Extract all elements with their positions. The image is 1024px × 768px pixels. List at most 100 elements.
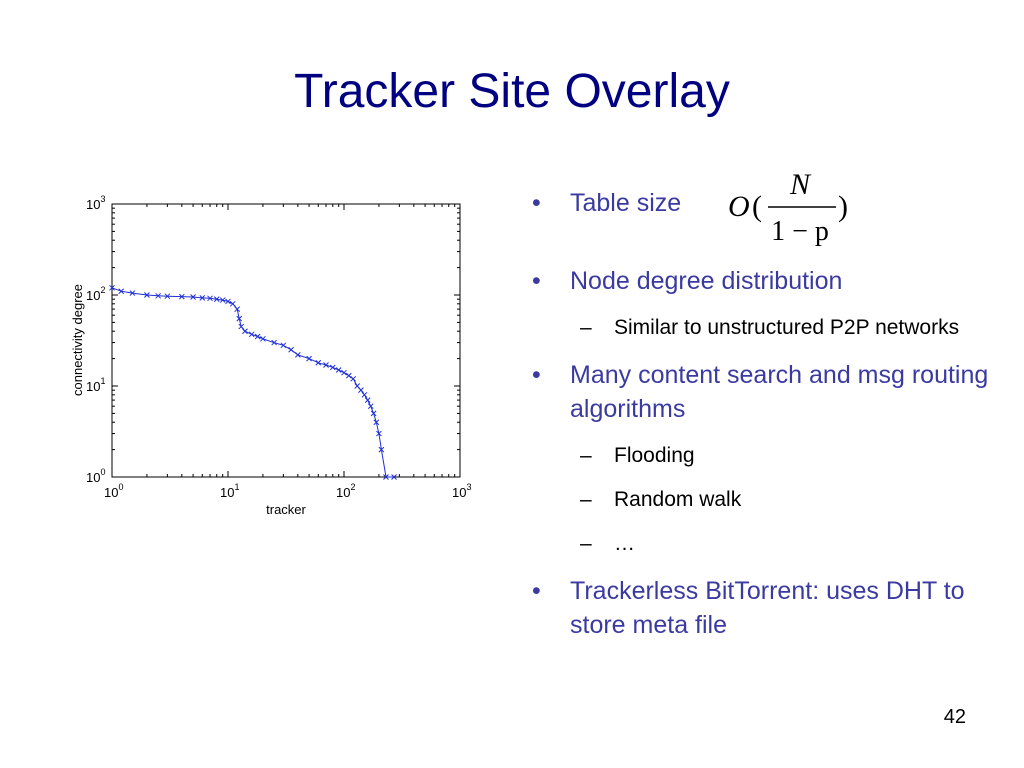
- data-point-stroke: [350, 375, 357, 382]
- data-point: [361, 391, 368, 398]
- data-point-stroke: [288, 346, 294, 353]
- data-point: [260, 335, 266, 342]
- data-point-stroke: [178, 293, 185, 300]
- data-point: [358, 387, 364, 394]
- x-tick-label: 102: [336, 482, 355, 500]
- sub-bullet-dash-icon: –: [580, 316, 592, 339]
- data-point-stroke: [323, 362, 329, 368]
- data-point-stroke: [341, 369, 347, 376]
- data-point-stroke: [345, 372, 352, 379]
- data-point: [254, 333, 261, 340]
- data-point: [335, 367, 342, 373]
- data-point: [155, 292, 162, 299]
- y-axis-label: connectivity degree: [70, 284, 85, 396]
- bullet-dot-icon: •: [532, 361, 541, 389]
- table-size-formula: O ( N 1 − p ): [728, 168, 848, 247]
- data-point-stroke: [199, 295, 206, 301]
- data-point-stroke: [260, 335, 266, 342]
- y-tick-label: 101: [86, 376, 105, 394]
- formula-denominator: 1 − p: [771, 216, 829, 247]
- bullet-trackerless: • Trackerless BitTorrent: uses DHT to sto…: [530, 574, 990, 642]
- data-point: [271, 339, 278, 346]
- data-point-stroke: [383, 474, 389, 480]
- data-point-stroke: [358, 387, 364, 394]
- bullet-table-size: • Table size: [530, 186, 990, 220]
- data-point: [315, 359, 322, 366]
- data-point: [378, 446, 385, 453]
- data-point-stroke: [367, 403, 374, 410]
- data-point-stroke: [238, 323, 245, 330]
- data-point: [225, 298, 231, 305]
- data-point-stroke: [144, 292, 150, 298]
- data-point: [329, 364, 336, 371]
- data-point: [242, 328, 248, 335]
- data-point: [229, 300, 236, 307]
- formula-lparen: (: [752, 190, 762, 223]
- data-point-stroke: [236, 315, 243, 322]
- data-point: [109, 284, 115, 291]
- data-point: [391, 474, 397, 480]
- data-point-stroke: [248, 331, 255, 338]
- data-point-stroke: [225, 298, 231, 305]
- data-point: [306, 355, 312, 362]
- data-point-stroke: [118, 288, 125, 295]
- x-tick-exponent: 1: [234, 482, 239, 492]
- formula-O: O: [728, 190, 750, 223]
- data-point: [373, 419, 380, 426]
- y-tick-label: 103: [86, 194, 105, 212]
- series-line: [111, 287, 394, 478]
- data-point-stroke: [364, 397, 371, 403]
- formula-numerator: N: [789, 168, 812, 201]
- data-point-stroke: [391, 474, 397, 480]
- data-point-stroke: [190, 294, 196, 300]
- data-point: [367, 403, 374, 410]
- data-point: [199, 295, 206, 301]
- data-point-stroke: [254, 333, 261, 340]
- data-point: [207, 295, 213, 302]
- bullet-dot-icon: •: [532, 577, 541, 605]
- y-tick-exponent: 1: [100, 376, 105, 386]
- page-number: 42: [943, 706, 966, 728]
- data-point: [341, 369, 347, 376]
- data-point: [164, 293, 171, 300]
- data-point-stroke: [306, 355, 312, 362]
- x-tick-label: 100: [104, 482, 123, 500]
- bullet-node-degree: • Node degree distribution: [530, 264, 990, 298]
- data-point-stroke: [129, 290, 136, 296]
- data-point-stroke: [207, 295, 213, 302]
- data-point: [376, 430, 382, 437]
- data-point-stroke: [294, 351, 301, 358]
- bullet-dot-icon: •: [532, 189, 541, 217]
- sub-bullet-dash-icon: –: [580, 532, 592, 555]
- data-point-stroke: [329, 364, 336, 371]
- sub-bullet-dash-icon: –: [580, 488, 592, 511]
- sub-bullet-flooding: – Flooding: [530, 442, 990, 470]
- data-point-stroke: [155, 292, 162, 299]
- y-tick-exponent: 2: [100, 285, 105, 295]
- data-point: [190, 294, 196, 300]
- data-point: [323, 362, 329, 368]
- data-point-stroke: [229, 300, 236, 307]
- data-point: [178, 293, 185, 300]
- x-tick-label: 103: [452, 482, 471, 500]
- y-tick-label: 100: [86, 467, 105, 485]
- y-tick-exponent: 3: [100, 194, 105, 204]
- data-point: [118, 288, 125, 295]
- sub-bullet-similar: – Similar to unstructured P2P networks: [530, 314, 990, 342]
- x-tick-exponent: 0: [118, 482, 123, 492]
- data-point-stroke: [219, 297, 226, 303]
- data-point-stroke: [361, 391, 368, 398]
- data-point: [213, 296, 220, 303]
- data-point: [370, 410, 377, 417]
- data-point: [350, 375, 357, 382]
- data-point: [234, 306, 241, 312]
- sub-bullet-dash-icon: –: [580, 444, 592, 467]
- data-point: [280, 342, 287, 349]
- data-point-stroke: [376, 430, 382, 437]
- bullet-list: • Table size • Node degree distribution – S…: [530, 186, 990, 658]
- data-point-stroke: [354, 383, 361, 389]
- x-axis-label: tracker: [266, 502, 306, 517]
- slide-title: Tracker Site Overlay: [294, 65, 730, 118]
- sub-bullet-random-walk: – Random walk: [530, 486, 990, 514]
